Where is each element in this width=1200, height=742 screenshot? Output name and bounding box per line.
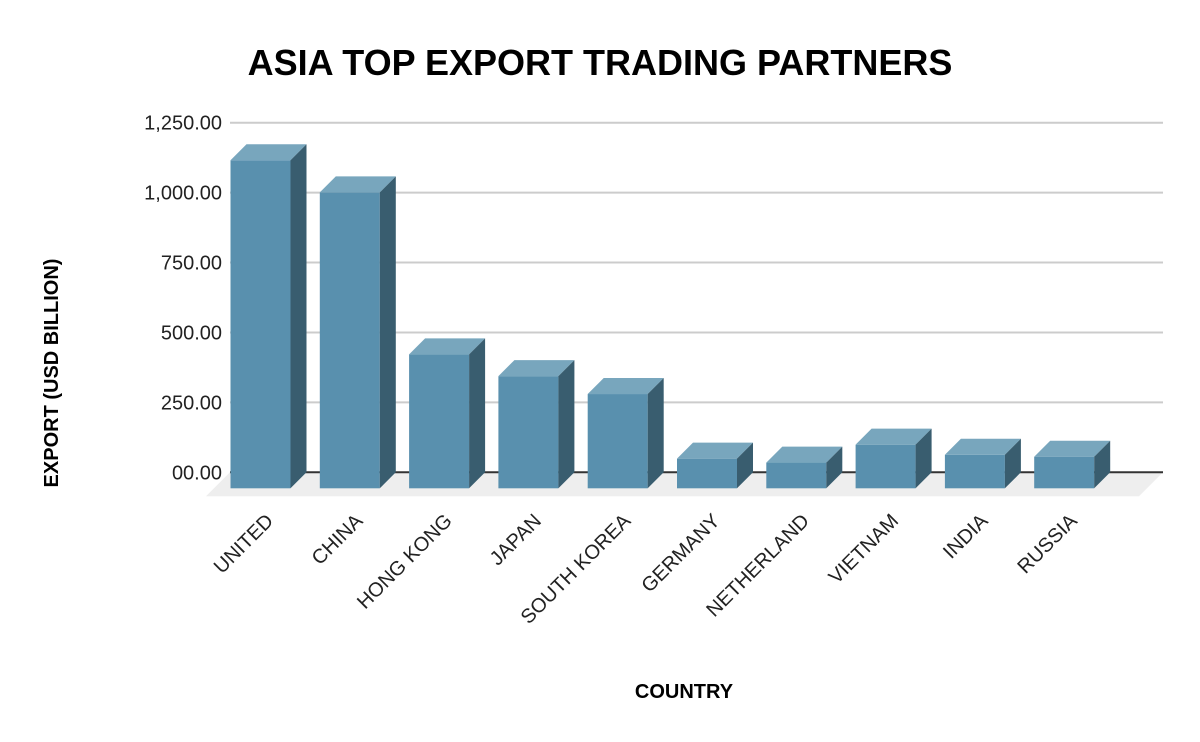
bar-front xyxy=(498,376,559,489)
bar xyxy=(230,144,307,489)
x-tick-label: VIETNAM xyxy=(825,510,903,588)
x-tick-label: JAPAN xyxy=(486,510,546,570)
bar xyxy=(319,176,396,489)
bar-top xyxy=(230,144,307,161)
y-tick-label: 750.00 xyxy=(161,253,222,275)
bar xyxy=(498,360,575,489)
bar-top xyxy=(944,438,1021,455)
bar-front xyxy=(1034,456,1095,489)
bar-front xyxy=(409,354,470,489)
bar-front xyxy=(855,444,916,489)
y-tick-label: 500.00 xyxy=(161,322,222,344)
bar-top xyxy=(766,446,843,463)
bar xyxy=(409,338,486,489)
y-axis-title: EXPORT (USD BILLION) xyxy=(41,259,63,488)
bar-top xyxy=(409,338,486,355)
x-tick-label: RUSSIA xyxy=(1014,510,1083,579)
bar-side xyxy=(1094,440,1111,489)
bar xyxy=(1034,440,1111,489)
bar-side xyxy=(379,176,396,489)
x-tick-label: GERMANY xyxy=(637,510,724,597)
y-tick-label: 250.00 xyxy=(161,392,222,414)
bar xyxy=(944,438,1021,489)
x-tick-label: INDIA xyxy=(939,510,993,564)
bar-top xyxy=(1034,440,1111,457)
bar-front xyxy=(766,462,827,489)
bar-top xyxy=(855,428,932,445)
y-tick-label: 1,250.00 xyxy=(144,113,222,135)
bar xyxy=(677,442,753,489)
bar-top xyxy=(677,442,753,459)
bar xyxy=(855,428,932,489)
chart-title: ASIA TOP EXPORT TRADING PARTNERS xyxy=(248,42,953,83)
bar-side xyxy=(915,428,932,489)
x-tick-label: UNITED xyxy=(210,510,278,578)
bar-side xyxy=(737,442,753,489)
bar-side xyxy=(826,446,843,489)
bar-side xyxy=(1004,438,1021,489)
bar-front xyxy=(319,192,380,489)
bar-front xyxy=(677,458,737,489)
x-axis-title: COUNTRY xyxy=(635,681,734,703)
bar-top xyxy=(319,176,396,193)
bar-side xyxy=(647,378,664,489)
y-tick-label: 00.00 xyxy=(172,462,222,484)
bar xyxy=(587,378,664,489)
bar-front xyxy=(587,394,648,489)
x-tick-label: HONG KONG xyxy=(353,510,457,614)
bar-front xyxy=(230,160,291,489)
bar-top xyxy=(587,378,664,395)
bar-side xyxy=(469,338,486,489)
bar-side xyxy=(558,360,575,489)
y-tick-label: 1,000.00 xyxy=(144,183,222,205)
bar-side xyxy=(290,144,307,489)
x-tick-label: CHINA xyxy=(308,510,368,570)
bar-front xyxy=(944,454,1005,489)
bar xyxy=(766,446,843,489)
bar-top xyxy=(498,360,575,377)
